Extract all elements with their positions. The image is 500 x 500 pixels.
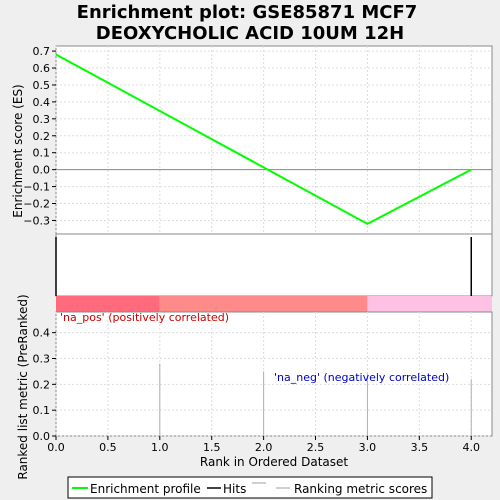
es-tick-label: 0.1: [33, 147, 51, 160]
es-tick-label: 0.0: [33, 164, 51, 177]
rl-xtick-label: 2.5: [307, 441, 325, 454]
es-tick-label: 0.6: [33, 62, 51, 75]
na-pos-annotation: 'na_pos' (positively correlated): [60, 311, 229, 324]
es-tick-label: 0.2: [33, 130, 51, 143]
rl-xtick-label: 1.5: [203, 441, 221, 454]
rl-xtick-label: 1.0: [151, 441, 169, 454]
es-tick-label: 0.7: [33, 45, 51, 58]
rl-xtick-label: 3.5: [411, 441, 429, 454]
rl-xtick-label: 4.0: [462, 441, 480, 454]
es-tick-label: 0.5: [33, 79, 51, 92]
rl-ytick-label: 0.4: [33, 327, 51, 340]
na-neg-annotation: 'na_neg' (negatively correlated): [274, 371, 449, 384]
es-tick-label: −0.3: [23, 214, 50, 227]
legend: Enrichment profile Hits Ranking metric s…: [67, 476, 433, 499]
heatmap-segment: [159, 296, 368, 312]
legend-label-hits: Hits: [223, 482, 246, 496]
heatmap-segment: [367, 296, 492, 312]
heatmap-segment: [56, 296, 160, 312]
rl-ytick-label: 0.0: [33, 430, 51, 443]
rl-ytick-label: 0.3: [33, 353, 51, 366]
legend-label-enrichment: Enrichment profile: [90, 482, 201, 496]
hits-panel: [55, 233, 493, 297]
es-tick-label: 0.4: [33, 96, 51, 109]
es-tick-label: −0.1: [23, 181, 50, 194]
rl-xtick-label: 0.5: [99, 441, 117, 454]
es-panel: [55, 45, 493, 235]
es-axis-label: Enrichment score (ES): [11, 84, 25, 217]
es-tick-label: 0.3: [33, 113, 51, 126]
legend-box: [67, 476, 433, 499]
es-tick-label: −0.2: [23, 198, 50, 211]
rank-heatmap: [56, 296, 492, 312]
ranked-axis-label: Ranked list metric (PreRanked): [16, 294, 30, 479]
legend-label-ranking: Ranking metric scores: [294, 482, 427, 496]
rl-ytick-label: 0.1: [33, 404, 51, 417]
chart-title-line2: DEOXYCHOLIC ACID 10UM 12H: [96, 23, 404, 44]
rank-x-axis-label: Rank in Ordered Dataset: [200, 455, 348, 469]
rl-ytick-label: 0.2: [33, 378, 51, 391]
rl-xtick-label: 0.0: [47, 441, 65, 454]
rl-xtick-label: 3.0: [359, 441, 377, 454]
enrichment-profile-line: [55, 53, 472, 225]
chart-title-line1: Enrichment plot: GSE85871 MCF7: [77, 2, 418, 23]
rl-xtick-label: 2.0: [255, 441, 273, 454]
